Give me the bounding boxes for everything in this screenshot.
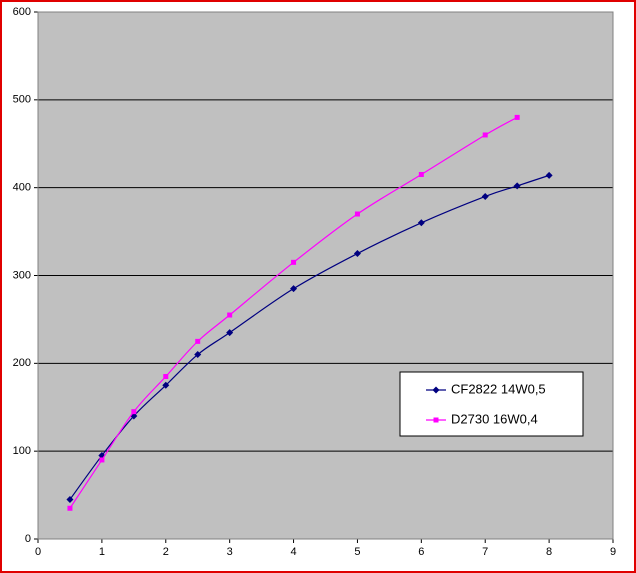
legend-label: CF2822 14W0,5 [451,381,546,396]
x-tick-label: 9 [610,546,616,558]
marker [417,219,425,227]
marker [162,381,170,389]
y-tick-label: 400 [13,182,31,194]
marker [432,386,440,394]
marker [66,495,74,503]
marker [99,457,105,463]
x-tick-label: 7 [482,546,488,558]
x-tick-label: 0 [35,546,41,558]
x-tick-label: 5 [354,546,360,558]
y-tick-label: 600 [13,6,31,18]
y-tick-label: 0 [25,533,31,545]
marker [163,374,169,380]
y-tick-label: 300 [13,269,31,281]
marker [67,505,73,511]
marker [481,192,489,200]
x-tick-label: 4 [290,546,296,558]
marker [195,338,201,344]
plot-border [37,11,614,540]
marker [433,417,439,423]
y-tick-label: 200 [13,357,31,369]
legend-label: D2730 16W0,4 [451,411,538,426]
legend-box [399,371,584,437]
marker [482,132,488,138]
marker [545,171,553,179]
marker [291,259,297,265]
marker [513,182,521,190]
x-tick-label: 3 [227,546,233,558]
y-tick-label: 100 [13,445,31,457]
series-line [69,116,518,509]
marker [131,409,137,415]
marker [514,114,520,120]
marker [226,329,234,337]
x-tick-label: 6 [418,546,424,558]
y-tick-label: 500 [13,94,31,106]
legend: CF2822 14W0,5 D2730 16W0,4 [399,371,584,437]
marker [353,250,361,258]
marker [194,351,202,359]
marker [354,211,360,217]
marker [418,171,424,177]
marker [227,312,233,318]
marker [290,285,298,293]
x-tick-label: 1 [99,546,105,558]
plot-area: 0 100 200 300 400 500 600 0 1 2 3 4 5 6 7 8 9 [13,6,616,558]
x-tick-label: 8 [546,546,552,558]
x-tick-label: 2 [163,546,169,558]
